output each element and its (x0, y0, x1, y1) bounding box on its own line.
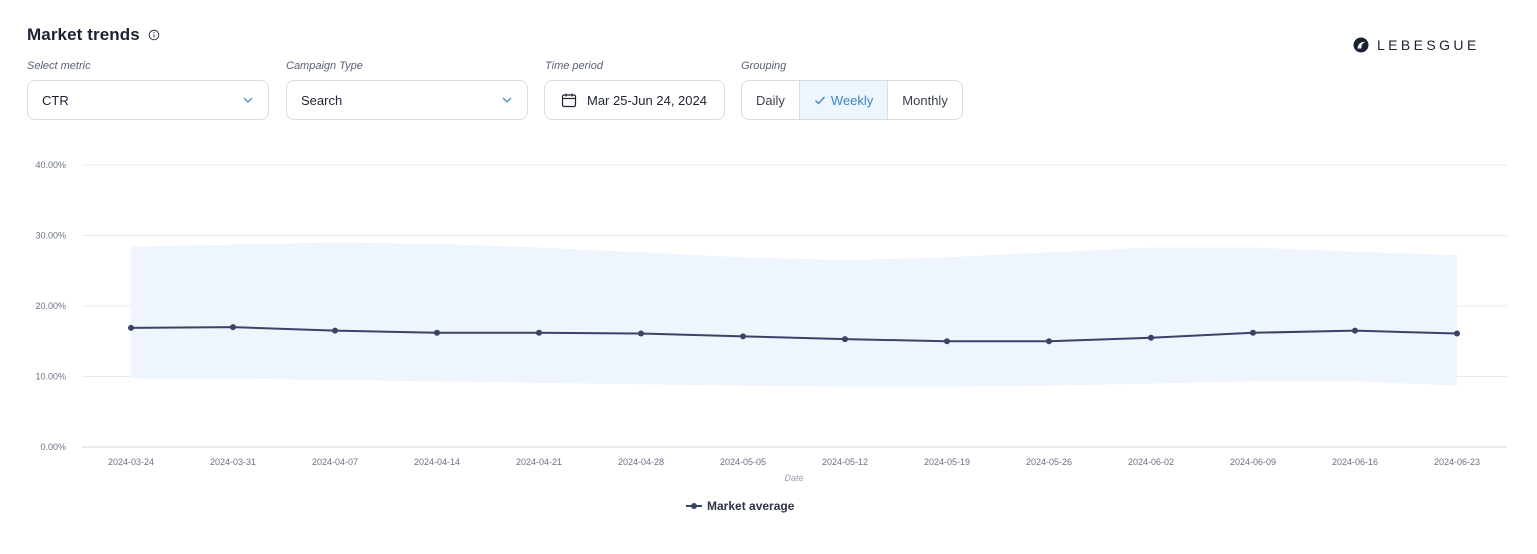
grouping-daily-label: Daily (756, 92, 785, 108)
legend-line-marker-icon (686, 503, 702, 509)
brand: LEBESGUE (1353, 37, 1480, 53)
x-tick-label: 2024-06-02 (1128, 457, 1174, 467)
data-point (944, 338, 950, 345)
data-point (1148, 334, 1154, 341)
chevron-down-icon (243, 97, 253, 103)
grouping-monthly-label: Monthly (902, 92, 948, 108)
data-point (638, 330, 644, 337)
lebesgue-logo-icon (1353, 37, 1369, 53)
x-tick-label: 2024-05-05 (720, 457, 766, 467)
date-range-button[interactable]: Mar 25-Jun 24, 2024 (544, 80, 725, 120)
confidence-band (131, 242, 1457, 387)
y-axis-ticks: 0.00% 10.00% 20.00% 30.00% 40.00% (35, 160, 66, 452)
y-tick-label: 30.00% (35, 231, 66, 241)
data-point (332, 327, 338, 334)
x-tick-label: 2024-05-26 (1026, 457, 1072, 467)
legend-label: Market average (707, 499, 795, 513)
series-line (130, 326, 1458, 343)
data-point (1454, 330, 1460, 337)
campaign-label: Campaign Type (286, 60, 363, 72)
x-tick-label: 2024-05-12 (822, 457, 868, 467)
data-point (740, 333, 746, 340)
data-point (842, 336, 848, 343)
chevron-down-icon (502, 97, 512, 103)
market-trends-chart: 0.00% 10.00% 20.00% 30.00% 40.00% 2024-03-24… (35, 160, 1507, 483)
metric-label: Select metric (27, 60, 91, 72)
y-tick-label: 40.00% (35, 160, 66, 170)
data-point (230, 324, 236, 331)
x-tick-label: 2024-04-07 (312, 457, 358, 467)
x-tick-label: 2024-04-28 (618, 457, 664, 467)
x-tick-label: 2024-06-23 (1434, 457, 1480, 467)
range-band-area (131, 242, 1457, 387)
grouping-label: Grouping (741, 60, 787, 72)
legend[interactable]: Market average (686, 499, 794, 513)
brand-name: LEBESGUE (1377, 37, 1480, 53)
data-point (1352, 327, 1358, 334)
grouping-daily-button[interactable]: Daily (742, 81, 800, 119)
campaign-value: Search (301, 92, 343, 108)
x-tick-label: 2024-06-16 (1332, 457, 1378, 467)
x-tick-label: 2024-03-24 (108, 457, 154, 467)
data-point (1250, 329, 1256, 336)
metric-value: CTR (42, 92, 69, 108)
y-tick-label: 10.00% (35, 372, 66, 382)
x-axis-title: Date (784, 473, 803, 483)
grouping-weekly-button[interactable]: Weekly (799, 81, 889, 119)
campaign-select[interactable]: Search (286, 80, 528, 120)
info-icon[interactable] (148, 29, 160, 41)
market-average-series (128, 324, 1460, 345)
x-tick-label: 2024-04-14 (414, 457, 460, 467)
x-axis-ticks: 2024-03-24 2024-03-31 2024-04-07 2024-04-14… (108, 457, 1480, 467)
calendar-icon (561, 93, 577, 108)
title-row: Market trends (27, 25, 160, 45)
data-point (1046, 338, 1052, 345)
grouping-toggle: Daily Weekly Monthly (741, 80, 963, 120)
date-range-value: Mar 25-Jun 24, 2024 (587, 92, 707, 108)
metric-select[interactable]: CTR (27, 80, 269, 120)
page-title: Market trends (27, 25, 140, 44)
x-tick-label: 2024-04-21 (516, 457, 562, 467)
grouping-weekly-label: Weekly (830, 92, 874, 108)
x-tick-label: 2024-06-09 (1230, 457, 1276, 467)
data-point (434, 329, 440, 336)
grouping-monthly-button[interactable]: Monthly (888, 81, 962, 119)
x-tick-label: 2024-03-31 (210, 457, 256, 467)
x-tick-label: 2024-05-19 (924, 457, 970, 467)
check-icon (814, 96, 825, 105)
period-label: Time period (545, 60, 603, 72)
y-tick-label: 20.00% (35, 301, 66, 311)
data-point (128, 324, 134, 331)
y-tick-label: 0.00% (40, 442, 66, 452)
data-point (536, 329, 542, 336)
